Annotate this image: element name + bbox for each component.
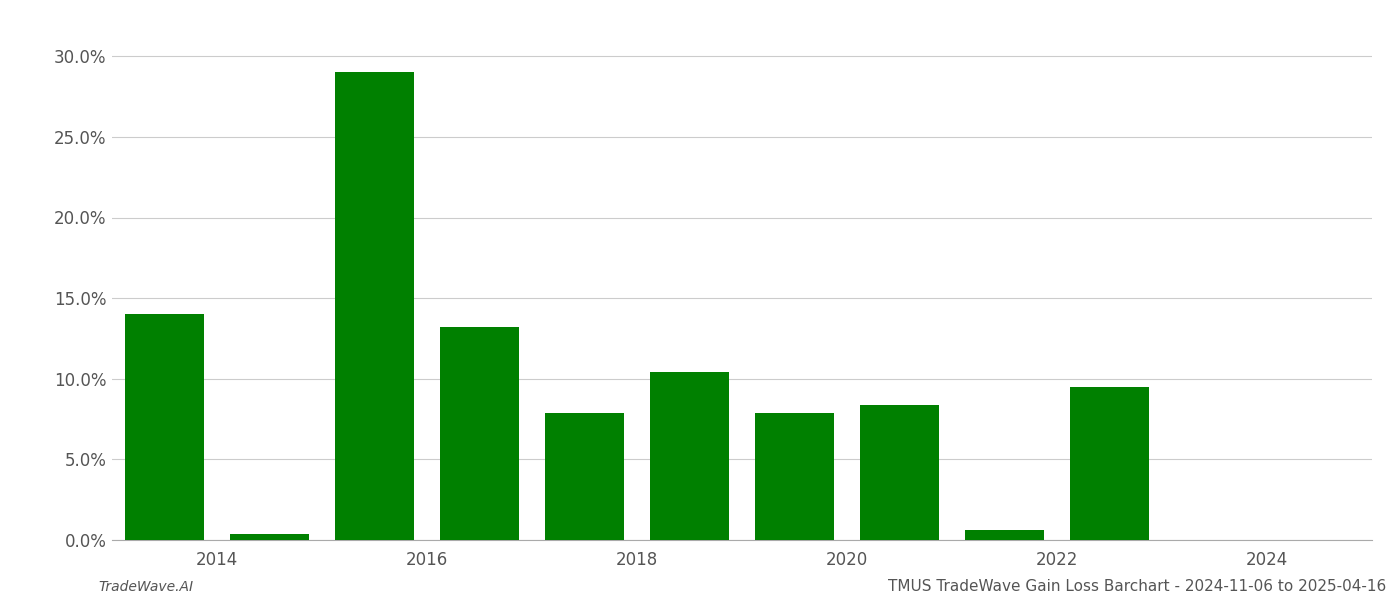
Bar [755, 413, 834, 540]
Bar [650, 372, 729, 540]
Bar [335, 73, 414, 540]
Text: TMUS TradeWave Gain Loss Barchart - 2024-11-06 to 2025-04-16: TMUS TradeWave Gain Loss Barchart - 2024… [888, 579, 1386, 594]
Bar [1070, 387, 1149, 540]
Bar [965, 530, 1044, 540]
Bar [860, 404, 939, 540]
Text: TradeWave.AI: TradeWave.AI [98, 580, 193, 594]
Bar [230, 533, 309, 540]
Bar [440, 327, 519, 540]
Bar [125, 314, 204, 540]
Bar [545, 413, 624, 540]
